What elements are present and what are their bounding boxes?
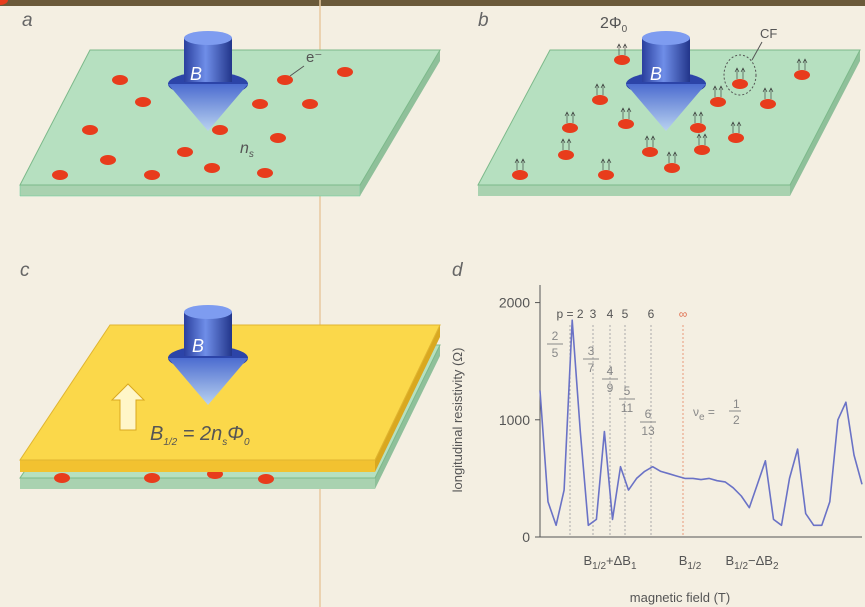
- nu-label: νe =: [693, 405, 715, 423]
- y-tick-label: 1000: [499, 412, 530, 428]
- panel-label: c: [20, 260, 30, 281]
- panel-a: a B e⁻ ns: [20, 10, 440, 196]
- panel-c: c B B1/2 = 2nsΦ0: [20, 260, 440, 489]
- page: a B e⁻ ns b B: [0, 0, 865, 607]
- x-tick-label: B1/2−ΔB2: [725, 553, 779, 572]
- x-tick-part: B: [583, 553, 592, 568]
- nu-num: 1: [733, 397, 740, 411]
- y-tick-label: 2000: [499, 295, 530, 311]
- fraction-denominator: 7: [588, 361, 595, 375]
- y-tick-label: 0: [522, 529, 530, 545]
- fraction-denominator: 13: [641, 424, 655, 438]
- p-label: 4: [607, 307, 614, 321]
- panel-label: a: [22, 10, 33, 31]
- x-tick-part: 1/2: [592, 561, 606, 572]
- nu-den: 2: [733, 413, 740, 427]
- p-label: 5: [622, 307, 629, 321]
- p-label: p = 2: [556, 307, 583, 321]
- x-tick-part: B: [725, 553, 734, 568]
- fraction-denominator: 11: [621, 401, 634, 415]
- x-tick-label: B1/2+ΔB1: [583, 553, 637, 572]
- fraction-numerator: 4: [607, 364, 614, 378]
- field-label: B: [650, 64, 662, 84]
- field-label: B: [192, 336, 204, 356]
- x-tick-part: −ΔB: [748, 553, 773, 568]
- fraction-numerator: 6: [645, 407, 652, 421]
- nu-part: =: [705, 405, 715, 419]
- cf-label: CF: [760, 26, 777, 41]
- panel-label: d: [452, 260, 464, 281]
- p-label: ∞: [679, 307, 688, 321]
- p-label: 3: [590, 307, 597, 321]
- top-rule: [0, 0, 865, 6]
- fraction-denominator: 5: [552, 346, 559, 360]
- x-tick-part: 2: [773, 561, 779, 572]
- p-label: 6: [648, 307, 655, 321]
- x-tick-label: B1/2: [679, 553, 702, 572]
- fraction-denominator: 9: [607, 381, 614, 395]
- fraction-numerator: 3: [588, 344, 595, 358]
- figure: a B e⁻ ns b B: [0, 0, 865, 607]
- x-tick-part: 1: [631, 561, 637, 572]
- fraction-numerator: 2: [552, 329, 559, 343]
- y-axis-label: longitudinal resistivity (Ω): [450, 348, 465, 493]
- x-tick-part: 1/2: [687, 561, 701, 572]
- field-label: B: [190, 64, 202, 84]
- x-axis-label: magnetic field (T): [630, 590, 730, 605]
- x-tick-part: 1/2: [734, 561, 748, 572]
- x-tick-part: +ΔB: [606, 553, 631, 568]
- fraction-numerator: 5: [624, 384, 631, 398]
- panel-label: b: [478, 10, 489, 31]
- electron-label: e⁻: [306, 49, 322, 66]
- panel-d: d longitudinal resistivity (Ω) magnetic …: [450, 260, 862, 605]
- x-tick-part: B: [679, 553, 688, 568]
- flux-label: 2Φ0: [600, 15, 628, 35]
